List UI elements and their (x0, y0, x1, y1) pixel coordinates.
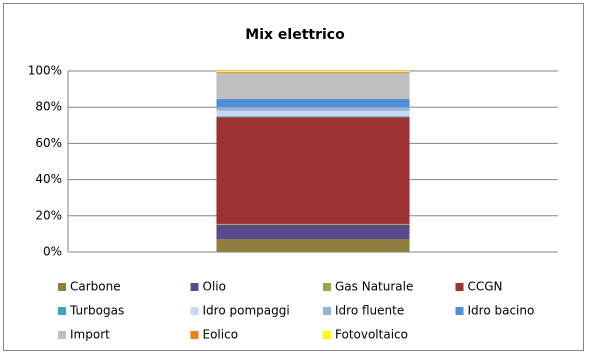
y-tick-label: 100% (28, 64, 62, 78)
legend-label: Eolico (203, 328, 239, 342)
bar-segment (216, 107, 410, 111)
legend-label: Olio (203, 280, 226, 294)
legend-swatch (58, 307, 66, 315)
bar-segment (216, 71, 410, 73)
bar-segment (216, 239, 410, 252)
bar-segment (216, 110, 410, 117)
y-tick-label: 20% (35, 208, 62, 222)
legend-label: Import (70, 328, 110, 342)
legend-label: Carbone (70, 280, 121, 294)
legend-label: Idro bacino (468, 304, 535, 318)
legend-swatch (58, 331, 66, 339)
legend-swatch (455, 307, 464, 315)
legend-label: Idro pompaggi (203, 304, 290, 318)
y-tick-label: 0% (43, 245, 62, 259)
legend-swatch (323, 331, 331, 339)
bar-segment (216, 223, 410, 225)
bar-segment (216, 117, 410, 224)
legend-label: Fotovoltaico (335, 328, 408, 342)
legend-label: Idro fluente (335, 304, 404, 318)
legend-swatch (323, 307, 331, 315)
bar-segment (216, 116, 410, 118)
legend-label: Gas Naturale (335, 280, 413, 294)
legend-label: Turbogas (69, 304, 124, 318)
legend-swatch (190, 307, 199, 315)
y-tick-label: 40% (35, 172, 62, 186)
chart-title: Mix elettrico (245, 27, 345, 43)
bar-segment (216, 224, 410, 240)
legend-swatch (190, 283, 199, 291)
legend-swatch (455, 283, 464, 291)
legend-swatch (323, 283, 331, 291)
bar-segment (216, 99, 410, 108)
legend-swatch (190, 331, 199, 339)
legend-swatch (58, 283, 66, 291)
y-tick-label: 60% (35, 136, 62, 150)
bar-segment (216, 71, 410, 72)
legend-label: CCGN (468, 280, 503, 294)
bar-segment (216, 72, 410, 100)
y-tick-label: 80% (35, 100, 62, 114)
